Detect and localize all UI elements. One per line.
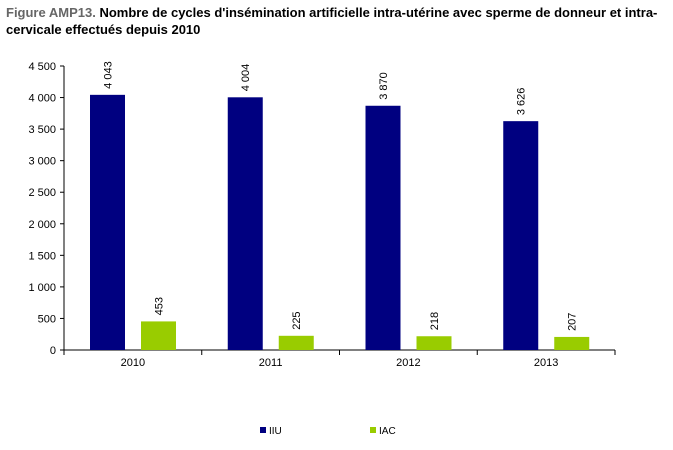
legend-label-iiu: IIU (269, 426, 282, 437)
x-tick-label: 2011 (259, 357, 283, 369)
y-tick-label: 3 500 (28, 124, 56, 136)
bar-iiu-2010 (90, 94, 125, 351)
figure-number: Figure AMP13. (6, 5, 96, 20)
data-label-iac-2013: 207 (567, 313, 579, 331)
bar-iiu-2013 (503, 121, 539, 350)
chart-title: Figure AMP13. Nombre de cycles d'insémin… (6, 4, 666, 38)
y-tick-label: 2 000 (28, 219, 56, 231)
data-label-iiu-2013: 3 626 (516, 88, 528, 116)
data-label-iiu-2010: 4 043 (103, 61, 115, 89)
y-tick-label: 500 (38, 313, 56, 325)
bar-iac-2010 (141, 321, 176, 350)
bar-iac-2012 (416, 336, 452, 350)
legend-swatch-iiu (260, 427, 266, 433)
x-tick-label: 2012 (396, 357, 420, 369)
data-label-iac-2010: 453 (154, 297, 166, 315)
legend-swatch-iac (370, 427, 376, 433)
y-tick-label: 3 000 (28, 156, 56, 168)
y-tick-label: 2 500 (28, 187, 56, 199)
y-tick-label: 1 000 (28, 282, 56, 294)
y-tick-label: 1 500 (28, 250, 56, 262)
y-tick-label: 0 (50, 345, 56, 357)
x-tick-label: 2010 (121, 357, 145, 369)
data-label-iiu-2011: 4 004 (240, 64, 252, 92)
y-tick-label: 4 000 (28, 93, 56, 105)
bar-iac-2013 (554, 336, 590, 350)
data-label-iiu-2012: 3 870 (378, 72, 390, 100)
x-tick-label: 2013 (534, 357, 558, 369)
figure-caption: Nombre de cycles d'insémination artifici… (6, 5, 658, 37)
data-label-iac-2012: 218 (429, 312, 441, 330)
bar-iiu-2011 (227, 97, 263, 351)
legend-label-iac: IAC (379, 426, 396, 437)
data-label-iac-2011: 225 (291, 311, 303, 329)
y-tick-label: 4 500 (28, 61, 56, 73)
bar-iiu-2012 (365, 105, 401, 350)
bar-iac-2011 (278, 335, 314, 350)
